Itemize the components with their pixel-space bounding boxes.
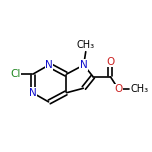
Text: CH₃: CH₃ bbox=[77, 40, 95, 50]
Text: N: N bbox=[45, 60, 53, 70]
Text: O: O bbox=[106, 57, 114, 67]
Text: Cl: Cl bbox=[10, 69, 21, 79]
Text: O: O bbox=[114, 84, 123, 94]
Text: N: N bbox=[29, 88, 37, 98]
Text: CH₃: CH₃ bbox=[130, 84, 148, 94]
Text: N: N bbox=[80, 60, 88, 70]
